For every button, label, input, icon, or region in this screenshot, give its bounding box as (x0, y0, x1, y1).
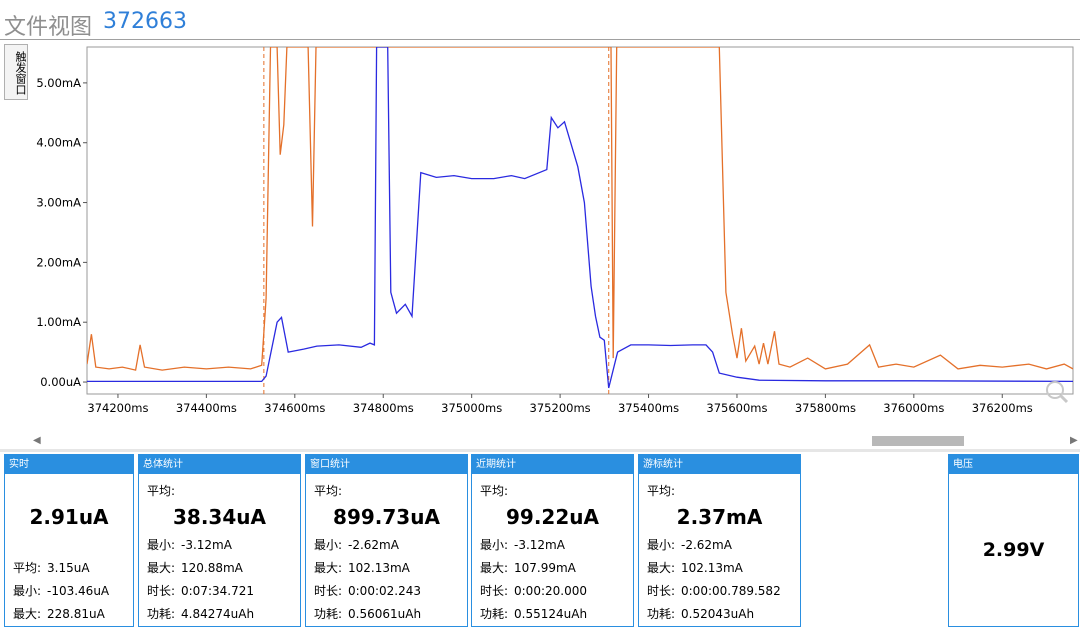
view-title: 文件视图 (4, 15, 93, 40)
series-line (87, 47, 1073, 371)
recent-stats-panel: 近期统计 平均: 99.22uA 最小: -3.12mA 最大: 107.99mA … (471, 454, 634, 627)
file-view-header: 文件视图 372663 (0, 6, 1080, 40)
duration-row: 时长: 0:07:34.721 (147, 584, 254, 598)
x-tick-label: 375600ms (706, 401, 767, 415)
cursor-stats-panel: 游标统计 平均: 2.37mA 最小: -2.62mA 最大: 102.13mA 时… (638, 454, 801, 627)
max-row: 最大: 102.13mA (314, 561, 410, 575)
voltage-value: 2.99V (982, 539, 1045, 561)
min-row: 最小: -2.62mA (647, 538, 732, 552)
x-tick-label: 374200ms (87, 401, 148, 415)
panel-header: 窗口统计 (306, 455, 467, 474)
duration-row: 时长: 0:00:00.789.582 (647, 584, 781, 598)
plot-area[interactable] (86, 46, 1074, 395)
x-tick-label: 375200ms (530, 401, 591, 415)
avg-row: 平均: 3.15uA (13, 561, 90, 575)
x-tick-label: 375000ms (441, 401, 502, 415)
energy-row: 功耗: 0.56061uAh (314, 607, 422, 621)
scroll-right-arrow-icon[interactable]: ▶ (1070, 435, 1078, 446)
min-row: 最小: -3.12mA (147, 538, 232, 552)
max-row: 最大: 102.13mA (647, 561, 743, 575)
avg-value: 38.34uA (173, 505, 266, 529)
avg-label: 平均: (480, 484, 509, 498)
realtime-panel: 实时 2.91uA 平均: 3.15uA 最小: -103.46uA 最大: 228.… (4, 454, 134, 627)
x-tick-label: 374800ms (353, 401, 414, 415)
x-tick-label: 374600ms (264, 401, 325, 415)
y-tick-label: 5.00mA (36, 76, 81, 90)
energy-row: 功耗: 0.52043uAh (647, 607, 755, 621)
min-row: 最小: -2.62mA (314, 538, 399, 552)
avg-value: 899.73uA (333, 505, 440, 529)
realtime-value: 2.91uA (29, 505, 109, 529)
energy-row: 功耗: 4.84274uAh (147, 607, 255, 621)
max-row: 最大: 120.88mA (147, 561, 243, 575)
panel-header: 总体统计 (139, 455, 300, 474)
avg-value: 2.37mA (676, 505, 763, 529)
series-line (87, 47, 1073, 389)
energy-row: 功耗: 0.55124uAh (480, 607, 588, 621)
min-row: 最小: -3.12mA (480, 538, 565, 552)
avg-label: 平均: (314, 484, 343, 498)
y-tick-label: 3.00mA (36, 196, 81, 210)
panel-header: 电压 (949, 455, 1078, 474)
avg-label: 平均: (147, 484, 176, 498)
x-tick-label: 375400ms (618, 401, 679, 415)
panel-header: 游标统计 (639, 455, 800, 474)
x-tick-label: 376200ms (972, 401, 1033, 415)
horizontal-scrollbar[interactable]: ◀ ▶ (0, 434, 1080, 448)
x-tick-label: 376000ms (883, 401, 944, 415)
y-tick-label: 1.00mA (36, 315, 81, 329)
scroll-left-arrow-icon[interactable]: ◀ (33, 435, 41, 446)
min-row: 最小: -103.46uA (13, 584, 110, 598)
scroll-thumb[interactable] (872, 436, 964, 446)
duration-row: 时长: 0:00:02.243 (314, 584, 421, 598)
max-row: 最大: 107.99mA (480, 561, 576, 575)
max-row: 最大: 228.81uA (13, 607, 105, 621)
x-tick-label: 374400ms (176, 401, 237, 415)
y-tick-label: 0.00uA (40, 375, 81, 389)
y-tick-label: 4.00mA (36, 136, 81, 150)
voltage-panel: 电压 2.99V (948, 454, 1079, 627)
zoom-icon[interactable] (1046, 381, 1069, 404)
avg-value: 99.22uA (506, 505, 599, 529)
x-tick-label: 375800ms (795, 401, 856, 415)
divider (0, 449, 1080, 452)
view-id: 372663 (103, 9, 187, 34)
panel-header: 实时 (5, 455, 133, 474)
trigger-window-button[interactable]: 触发窗口 (4, 44, 28, 100)
y-tick-label: 2.00mA (36, 255, 81, 269)
overall-stats-panel: 总体统计 平均: 38.34uA 最小: -3.12mA 最大: 120.88mA … (138, 454, 301, 627)
avg-label: 平均: (647, 484, 676, 498)
duration-row: 时长: 0:00:20.000 (480, 584, 587, 598)
panel-header: 近期统计 (472, 455, 633, 474)
window-stats-panel: 窗口统计 平均: 899.73uA 最小: -2.62mA 最大: 102.13mA… (305, 454, 468, 627)
current-chart[interactable]: 0.00uA 1.00mA 2.00mA 3.00mA 4.00mA 5.00mA 374… (0, 42, 1080, 434)
